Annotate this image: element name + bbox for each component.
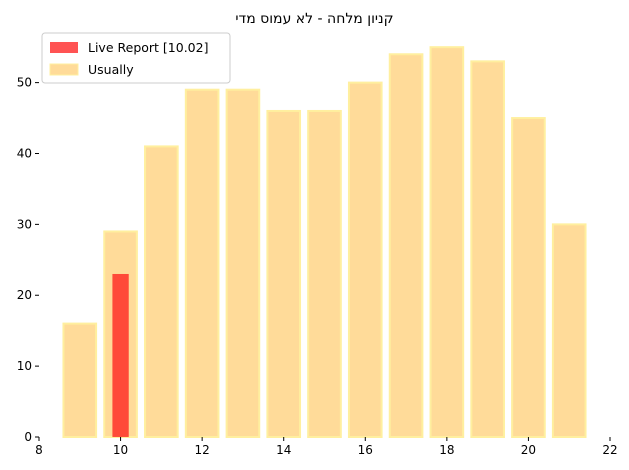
bar-live-10 [112,273,129,437]
y-tick-label: 40 [17,146,32,160]
y-tick-label: 50 [17,76,32,90]
legend-swatch-usual [49,63,79,76]
chart-title: קניון מלחה - לא עמוס מדי [235,11,393,27]
y-tick-label: 0 [24,430,32,444]
bar-usual-12 [184,88,220,438]
y-tick-label: 30 [17,217,32,231]
bar-usual-20 [511,117,546,438]
x-tick-label: 8 [35,443,43,457]
legend-label-live: Live Report [10.02] [88,40,208,55]
legend-swatch-live [50,42,78,53]
legend-label-usual: Usually [88,62,134,77]
live-bars [112,273,129,437]
bar-usual-13 [225,88,261,438]
bar-usual-19 [470,60,505,438]
x-tick-label: 22 [602,443,617,457]
bar-usual-18 [429,46,465,438]
x-tick-label: 20 [521,443,536,457]
usual-bars [62,46,587,439]
bar-usual-9 [62,322,98,439]
y-tick-label: 10 [17,359,32,373]
x-tick-label: 10 [113,443,128,457]
x-tick-label: 16 [358,443,373,457]
x-tick-label: 14 [276,443,291,457]
bar-usual-14 [266,109,302,439]
bar-usual-11 [144,145,179,438]
bar-usual-17 [388,53,424,439]
bar-usual-21 [551,223,587,438]
axes: 8 10 12 14 16 18 20 22 0 10 20 30 40 50 [17,76,618,457]
x-tick-label: 18 [439,443,454,457]
bar-usual-16 [347,81,383,438]
bar-usual-15 [307,109,342,439]
legend-frame [41,32,231,84]
x-tick-label: 12 [195,443,210,457]
legend: Live Report [10.02] Usually [41,32,231,84]
y-tick-label: 20 [17,288,32,302]
